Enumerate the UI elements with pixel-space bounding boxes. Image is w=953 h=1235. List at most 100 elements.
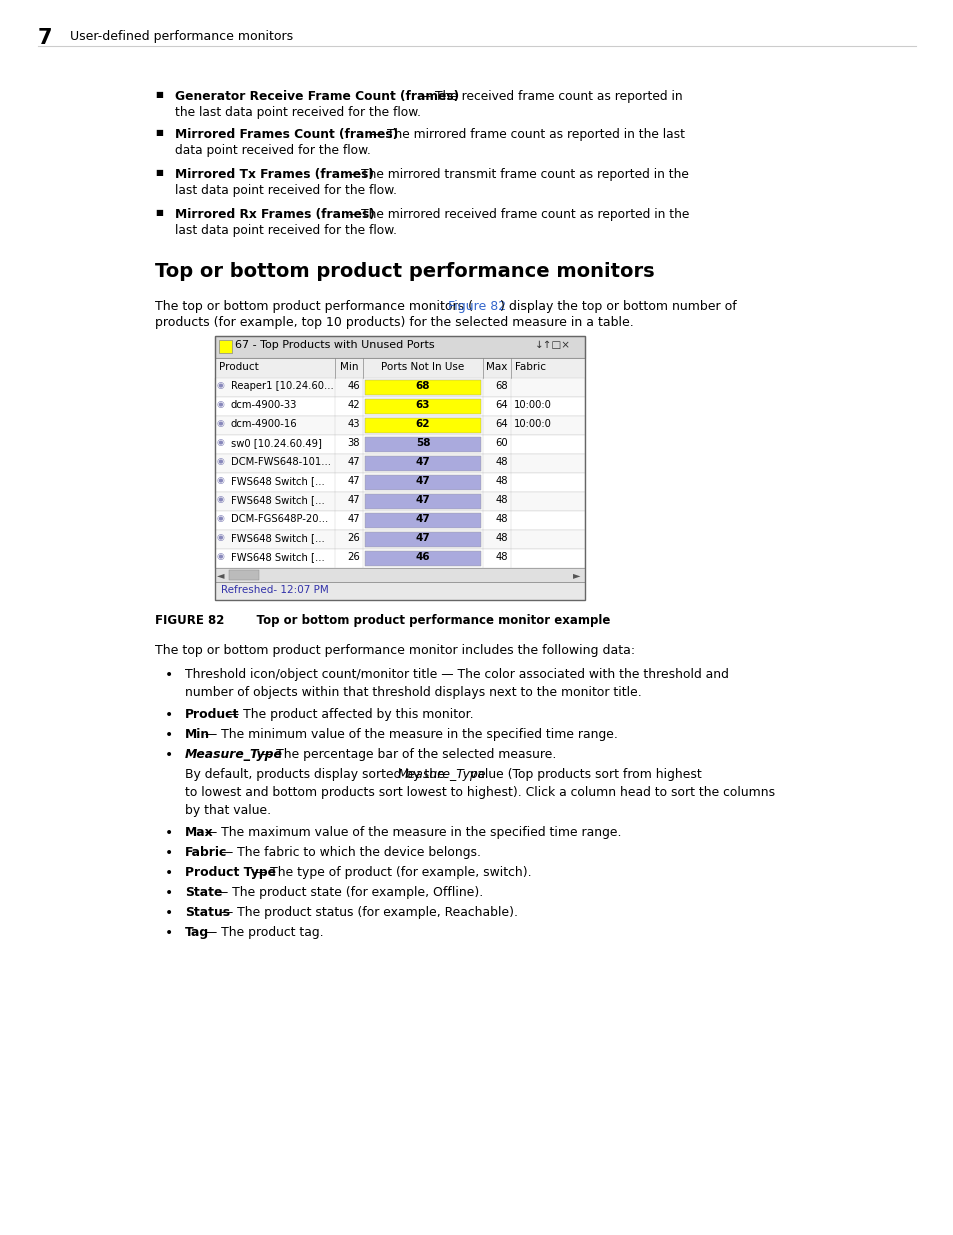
Text: Tag: Tag [185, 926, 209, 939]
Text: 43: 43 [347, 419, 359, 429]
Bar [214, 492, 584, 511]
Text: 63: 63 [416, 400, 430, 410]
Text: 64: 64 [495, 419, 507, 429]
Text: •: • [165, 727, 173, 742]
Text: ◉: ◉ [216, 514, 225, 522]
Text: sw0 [10.24.60.49]: sw0 [10.24.60.49] [231, 438, 321, 448]
Text: 47: 47 [347, 475, 359, 487]
Text: 64: 64 [495, 400, 507, 410]
Text: FWS648 Switch [...: FWS648 Switch [... [231, 552, 324, 562]
Bar [365, 513, 480, 529]
Text: 47: 47 [347, 514, 359, 524]
Text: 48: 48 [495, 475, 507, 487]
Text: 46: 46 [416, 552, 430, 562]
Bar [214, 568, 584, 582]
Text: last data point received for the flow.: last data point received for the flow. [174, 184, 396, 198]
Text: — The type of product (for example, switch).: — The type of product (for example, swit… [250, 866, 531, 879]
Text: ) display the top or bottom number of: ) display the top or bottom number of [499, 300, 736, 312]
Text: Product Type: Product Type [185, 866, 275, 879]
Text: 62: 62 [416, 419, 430, 429]
Text: 47: 47 [416, 475, 430, 487]
Text: — The maximum value of the measure in the specified time range.: — The maximum value of the measure in th… [201, 826, 621, 839]
Text: data point received for the flow.: data point received for the flow. [174, 144, 371, 157]
Text: 68: 68 [416, 382, 430, 391]
Bar [365, 437, 480, 452]
Text: dcm-4900-33: dcm-4900-33 [231, 400, 297, 410]
Text: 48: 48 [495, 514, 507, 524]
Text: •: • [165, 668, 173, 682]
Text: the last data point received for the flow.: the last data point received for the flo… [174, 106, 420, 119]
Text: 10:00:0: 10:00:0 [514, 419, 551, 429]
Text: ◉: ◉ [216, 382, 225, 390]
Bar [365, 532, 480, 547]
Bar [219, 340, 232, 353]
Text: to lowest and bottom products sort lowest to highest). Click a column head to so: to lowest and bottom products sort lowes… [185, 785, 774, 799]
Bar [214, 336, 584, 358]
Text: products (for example, top 10 products) for the selected measure in a table.: products (for example, top 10 products) … [154, 316, 633, 329]
Text: Status: Status [185, 906, 230, 919]
Bar [365, 417, 480, 433]
Text: FIGURE 82: FIGURE 82 [154, 614, 224, 627]
Text: 47: 47 [416, 495, 430, 505]
Text: — The minimum value of the measure in the specified time range.: — The minimum value of the measure in th… [201, 727, 618, 741]
Bar [214, 511, 584, 530]
Text: Min: Min [185, 727, 210, 741]
Text: ◉: ◉ [216, 534, 225, 542]
Text: Refreshed- 12:07 PM: Refreshed- 12:07 PM [221, 585, 329, 595]
Text: number of objects within that threshold displays next to the monitor title.: number of objects within that threshold … [185, 685, 641, 699]
Text: — The product tag.: — The product tag. [201, 926, 323, 939]
Text: The top or bottom product performance monitor includes the following data:: The top or bottom product performance mo… [154, 643, 635, 657]
Text: •: • [165, 846, 173, 860]
Text: 48: 48 [495, 534, 507, 543]
Text: 47: 47 [347, 457, 359, 467]
Text: 38: 38 [347, 438, 359, 448]
Bar [229, 571, 258, 580]
Bar [214, 358, 584, 378]
Text: — The received frame count as reported in: — The received frame count as reported i… [415, 90, 682, 103]
Text: ◉: ◉ [216, 438, 225, 447]
Text: — The fabric to which the device belongs.: — The fabric to which the device belongs… [217, 846, 481, 860]
Text: Product: Product [185, 708, 239, 721]
Text: •: • [165, 885, 173, 900]
Text: ◄: ◄ [216, 571, 224, 580]
Text: 47: 47 [416, 514, 430, 524]
Text: value (Top products sort from highest: value (Top products sort from highest [465, 768, 701, 781]
Text: Mirrored Tx Frames (frames): Mirrored Tx Frames (frames) [174, 168, 374, 182]
Text: Ports Not In Use: Ports Not In Use [381, 362, 464, 372]
Text: Reaper1 [10.24.60...: Reaper1 [10.24.60... [231, 382, 334, 391]
Text: Fabric: Fabric [185, 846, 227, 860]
Text: Min: Min [339, 362, 358, 372]
Text: •: • [165, 708, 173, 722]
Text: 26: 26 [347, 534, 359, 543]
Bar [365, 551, 480, 566]
Text: Measure_Type: Measure_Type [185, 748, 283, 761]
Text: by that value.: by that value. [185, 804, 271, 818]
Text: 7: 7 [38, 28, 52, 48]
Text: ■: ■ [154, 168, 163, 177]
Text: ■: ■ [154, 207, 163, 217]
Text: FWS648 Switch [...: FWS648 Switch [... [231, 475, 324, 487]
Text: 58: 58 [416, 438, 430, 448]
Bar [214, 473, 584, 492]
Text: FWS648 Switch [...: FWS648 Switch [... [231, 495, 324, 505]
Bar [365, 475, 480, 490]
Text: last data point received for the flow.: last data point received for the flow. [174, 224, 396, 237]
Text: •: • [165, 826, 173, 840]
Text: Top or bottom product performance monitors: Top or bottom product performance monito… [154, 262, 654, 282]
Text: User-defined performance monitors: User-defined performance monitors [70, 30, 293, 43]
Text: ◉: ◉ [216, 419, 225, 429]
Text: Generator Receive Frame Count (frames): Generator Receive Frame Count (frames) [174, 90, 458, 103]
Text: Max: Max [486, 362, 507, 372]
Bar [214, 530, 584, 550]
Bar [365, 456, 480, 471]
Text: — The product status (for example, Reachable).: — The product status (for example, Reach… [217, 906, 517, 919]
Text: 47: 47 [416, 457, 430, 467]
Text: 47: 47 [347, 495, 359, 505]
Text: Product: Product [219, 362, 258, 372]
Text: ■: ■ [154, 128, 163, 137]
Text: FWS648 Switch [...: FWS648 Switch [... [231, 534, 324, 543]
Text: ◉: ◉ [216, 400, 225, 409]
Text: Threshold icon/object count/monitor title — The color associated with the thresh: Threshold icon/object count/monitor titl… [185, 668, 728, 680]
Text: ◉: ◉ [216, 495, 225, 504]
Text: dcm-4900-16: dcm-4900-16 [231, 419, 297, 429]
